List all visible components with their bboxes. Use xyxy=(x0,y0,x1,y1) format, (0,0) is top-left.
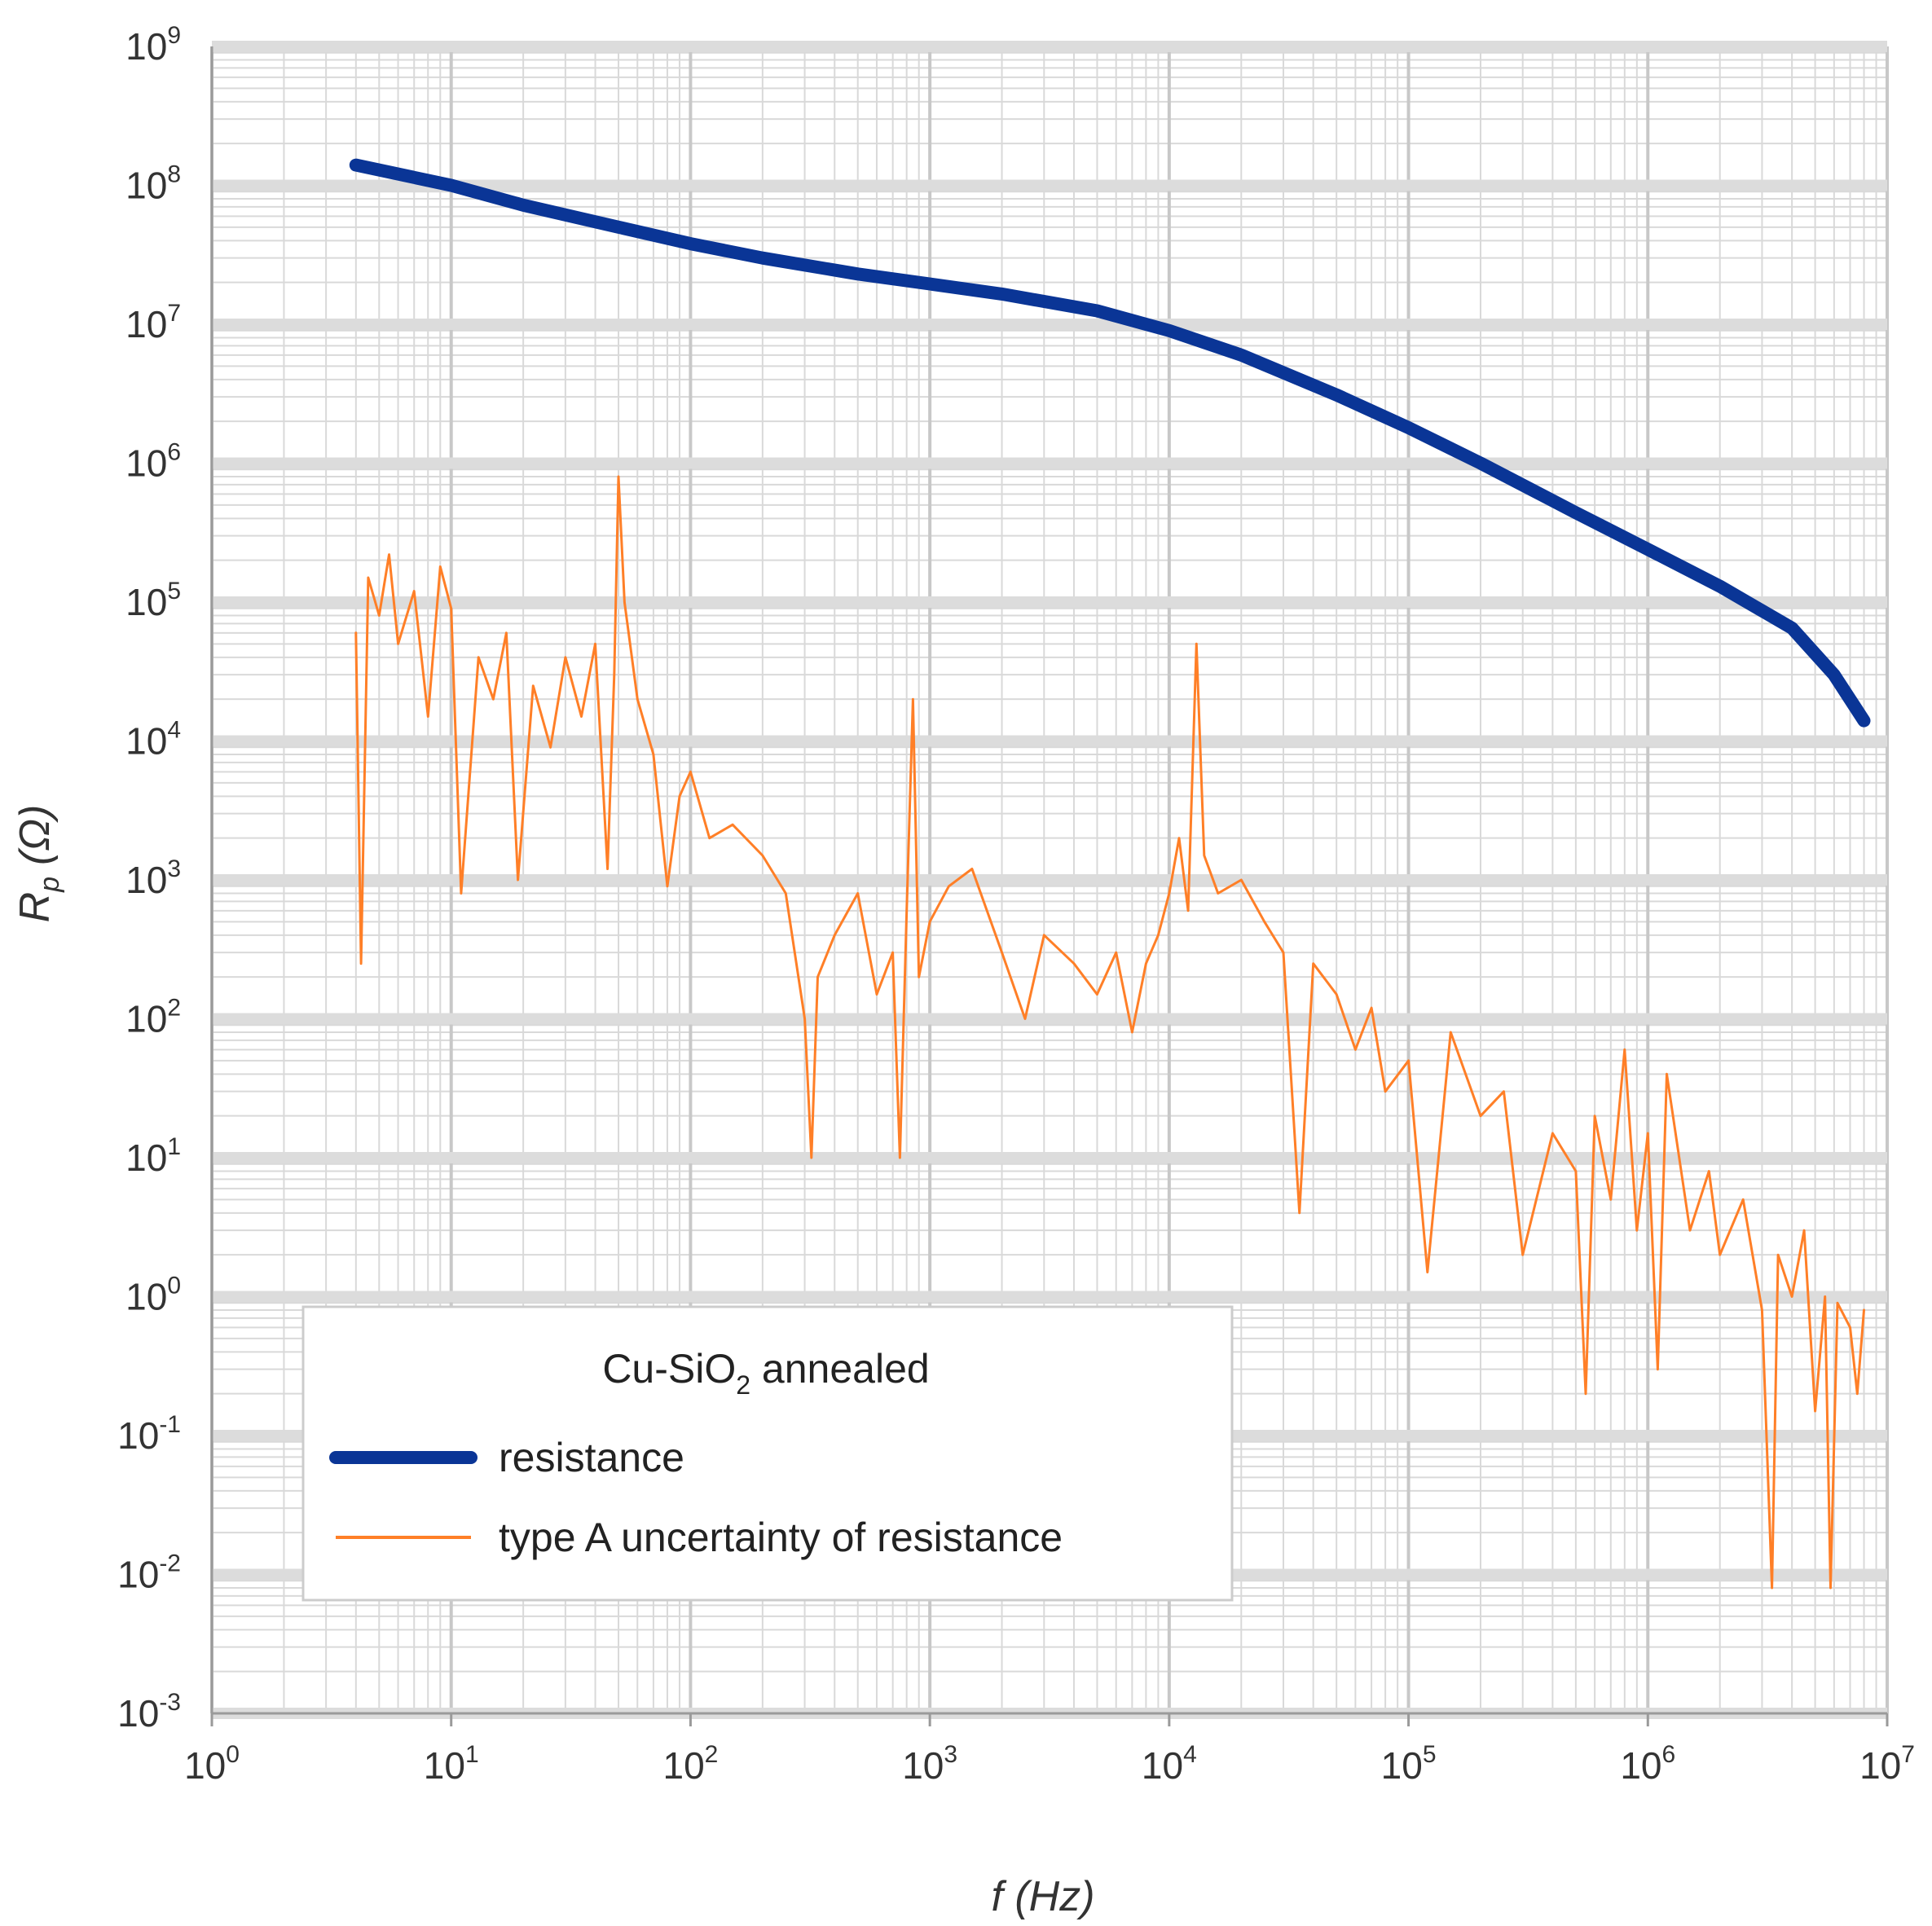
y-tick-label: 105 xyxy=(125,578,181,623)
x-tick-label: 103 xyxy=(902,1741,957,1787)
y-tick-label-exponent: 9 xyxy=(167,22,181,49)
series-line-uncertainty xyxy=(354,475,1865,1590)
svg-text:Rp(Ω): Rp (Ω) xyxy=(11,805,65,923)
legend-title: Cu-SiO2 annealed xyxy=(602,1346,929,1400)
y-tick-label-exponent: 8 xyxy=(167,161,181,188)
y-tick-label-base: 10 xyxy=(125,720,167,763)
y-tick-label: 102 xyxy=(125,995,181,1040)
x-tick-label: 105 xyxy=(1381,1741,1437,1787)
y-tick-label-exponent: 7 xyxy=(167,300,181,327)
y-tick-label-base: 10 xyxy=(125,165,167,207)
y-tick-label-base: 10 xyxy=(125,442,167,485)
y-tick-label-base: 10 xyxy=(117,1554,159,1596)
x-tick-label-base: 10 xyxy=(1142,1744,1183,1787)
axes: 100 101 102 103 104 105 106 10710-310-210-11001… xyxy=(117,22,1915,1787)
y-tick-label-base: 10 xyxy=(125,998,167,1040)
y-tick-label: 10-3 xyxy=(117,1689,181,1735)
x-tick-label-base: 10 xyxy=(424,1744,465,1787)
y-tick-label-exponent: 2 xyxy=(167,995,181,1022)
y-tick-label-base: 10 xyxy=(125,25,167,68)
x-tick-label: 102 xyxy=(662,1741,718,1787)
series-layer xyxy=(349,158,1871,1590)
legend-title-sub: 2 xyxy=(736,1370,750,1400)
x-tick-label-exponent: 4 xyxy=(1183,1741,1197,1768)
y-tick-label-base: 10 xyxy=(117,1414,159,1457)
y-tick-label: 109 xyxy=(125,22,181,68)
x-tick-label-base: 10 xyxy=(662,1744,704,1787)
x-tick-label-base: 10 xyxy=(902,1744,944,1787)
y-tick-label: 104 xyxy=(125,717,181,763)
y-tick-label-base: 10 xyxy=(125,303,167,345)
x-axis-title: f (Hz) xyxy=(991,1873,1094,1920)
y-tick-label-exponent: -3 xyxy=(159,1689,181,1716)
y-axis-title-sub: p xyxy=(34,877,65,893)
x-tick-label-base: 10 xyxy=(1859,1744,1901,1787)
x-tick-label: 106 xyxy=(1620,1741,1675,1787)
y-tick-label-base: 10 xyxy=(125,581,167,623)
y-tick-label: 103 xyxy=(125,855,181,901)
x-tick-label-exponent: 3 xyxy=(944,1741,957,1768)
y-tick-label: 107 xyxy=(125,300,181,345)
x-tick-label-exponent: 6 xyxy=(1662,1741,1676,1768)
x-tick-label: 101 xyxy=(424,1741,479,1787)
x-tick-label-exponent: 7 xyxy=(1901,1741,1915,1768)
y-tick-label: 100 xyxy=(125,1273,181,1318)
y-tick-label: 108 xyxy=(125,161,181,207)
x-tick-label-exponent: 5 xyxy=(1423,1741,1437,1768)
x-tick-label: 104 xyxy=(1142,1741,1197,1787)
y-tick-label-exponent: -1 xyxy=(159,1411,181,1438)
x-tick-label-exponent: 0 xyxy=(226,1741,240,1768)
y-axis-title: Rp (Ω) xyxy=(11,805,65,923)
y-tick-label-base: 10 xyxy=(125,859,167,901)
y-tick-label-exponent: -2 xyxy=(159,1550,181,1577)
y-tick-label-exponent: 3 xyxy=(167,855,181,882)
y-axis-title-main: R xyxy=(11,892,59,923)
y-tick-label-exponent: 1 xyxy=(167,1133,181,1160)
x-tick-label: 107 xyxy=(1859,1741,1915,1787)
x-tick-label-base: 10 xyxy=(1381,1744,1423,1787)
legend: Cu-SiO2 annealed resistance type A uncer… xyxy=(301,1305,1234,1602)
y-tick-label-base: 10 xyxy=(125,1137,167,1179)
legend-title-rest: annealed xyxy=(750,1346,930,1392)
legend-label-resistance: resistance xyxy=(499,1435,684,1480)
legend-title-main: Cu-SiO xyxy=(602,1346,736,1392)
x-tick-label: 100 xyxy=(184,1741,240,1787)
y-tick-label-base: 10 xyxy=(125,1276,167,1318)
y-tick-label-base: 10 xyxy=(117,1692,159,1735)
series-line-resistance xyxy=(349,158,1871,728)
y-tick-label: 101 xyxy=(125,1133,181,1179)
y-tick-label: 10-1 xyxy=(117,1411,181,1457)
x-tick-label-exponent: 1 xyxy=(465,1741,479,1768)
y-axis-title-unit: (Ω) xyxy=(11,805,59,865)
x-tick-label-base: 10 xyxy=(1620,1744,1661,1787)
y-tick-label: 10-2 xyxy=(117,1550,181,1596)
y-tick-label-exponent: 0 xyxy=(167,1273,181,1299)
y-tick-label-exponent: 4 xyxy=(167,717,181,744)
y-tick-label-exponent: 5 xyxy=(167,578,181,605)
legend-label-uncertainty: type A uncertainty of resistance xyxy=(499,1515,1063,1560)
x-tick-label-base: 10 xyxy=(184,1744,226,1787)
y-tick-label: 106 xyxy=(125,439,181,485)
x-tick-label-exponent: 2 xyxy=(705,1741,719,1768)
y-tick-label-exponent: 6 xyxy=(167,439,181,466)
